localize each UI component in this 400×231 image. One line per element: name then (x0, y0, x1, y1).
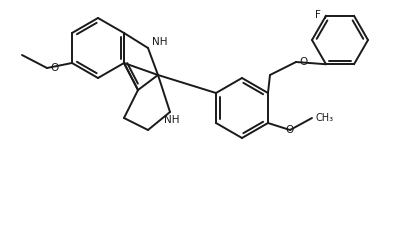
Text: F: F (315, 10, 321, 20)
Text: NH: NH (164, 115, 180, 125)
Text: O: O (286, 125, 294, 135)
Text: O: O (299, 57, 307, 67)
Text: NH: NH (152, 37, 168, 47)
Text: O: O (50, 63, 58, 73)
Text: CH₃: CH₃ (316, 113, 334, 123)
